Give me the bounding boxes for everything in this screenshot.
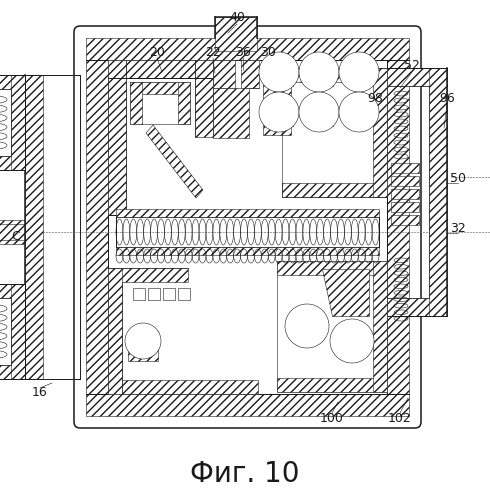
Bar (387, 68, 447, 86)
Circle shape (285, 304, 329, 348)
Polygon shape (322, 269, 369, 316)
Bar (86, 38, 409, 60)
Bar (213, 88, 249, 138)
Bar (178, 288, 190, 300)
Bar (108, 380, 258, 394)
Bar (11, 284, 25, 379)
Text: 98: 98 (367, 91, 383, 104)
Bar (282, 183, 387, 197)
Circle shape (339, 92, 379, 132)
Bar (130, 82, 190, 124)
Circle shape (299, 52, 339, 92)
Bar (130, 82, 190, 94)
Bar (11, 75, 25, 170)
Bar (305, 58, 333, 86)
Bar (148, 288, 160, 300)
Text: 102: 102 (388, 412, 412, 425)
Text: 32: 32 (450, 222, 466, 235)
Bar (387, 60, 409, 394)
Bar (0, 220, 25, 244)
Bar (263, 60, 291, 135)
Bar (116, 209, 379, 217)
Text: 16: 16 (32, 386, 48, 399)
Bar (133, 288, 145, 300)
Bar (108, 268, 122, 394)
Bar (277, 378, 387, 392)
Bar (265, 98, 293, 126)
Text: 22: 22 (205, 45, 221, 58)
Bar (0, 365, 25, 379)
Bar (241, 60, 259, 88)
Bar (337, 326, 367, 356)
Bar (86, 394, 409, 416)
Bar (108, 268, 188, 282)
Bar (178, 82, 190, 124)
Text: C: C (12, 231, 21, 244)
Bar (213, 60, 235, 88)
Bar (277, 261, 387, 392)
Bar (345, 58, 373, 86)
Bar (391, 189, 419, 199)
Bar (387, 298, 447, 316)
Bar (128, 331, 158, 361)
Text: 30: 30 (260, 45, 276, 58)
Bar (0, 284, 25, 298)
Circle shape (259, 52, 299, 92)
Bar (108, 60, 213, 78)
Bar (277, 261, 387, 275)
Bar (345, 98, 373, 126)
Bar (108, 60, 126, 215)
Bar (195, 60, 213, 137)
Bar (265, 58, 293, 86)
Bar (86, 60, 108, 394)
Text: 50: 50 (450, 172, 466, 185)
Bar (130, 82, 142, 124)
Circle shape (259, 92, 299, 132)
Text: 20: 20 (149, 45, 165, 58)
Bar (282, 68, 387, 82)
Bar (0, 156, 25, 170)
FancyBboxPatch shape (74, 26, 421, 428)
Circle shape (330, 319, 374, 363)
Bar (429, 68, 447, 316)
Bar (0, 75, 25, 89)
Bar (391, 163, 419, 173)
Text: 36: 36 (235, 45, 251, 58)
Bar (373, 261, 387, 392)
Bar (373, 68, 387, 197)
Bar (215, 17, 257, 51)
Bar (391, 176, 419, 186)
Text: 40: 40 (229, 10, 245, 23)
Bar (391, 202, 419, 212)
Bar (25, 75, 43, 379)
Text: Фиг. 10: Фиг. 10 (190, 460, 300, 488)
Bar (292, 311, 322, 341)
Text: 100: 100 (320, 412, 344, 425)
Text: 96: 96 (439, 91, 455, 104)
Circle shape (299, 92, 339, 132)
Bar (391, 215, 419, 225)
Bar (305, 98, 333, 126)
Bar (163, 288, 175, 300)
Polygon shape (146, 125, 203, 198)
Bar (116, 247, 379, 255)
Circle shape (339, 52, 379, 92)
Text: 52: 52 (404, 58, 420, 71)
Circle shape (125, 323, 161, 359)
